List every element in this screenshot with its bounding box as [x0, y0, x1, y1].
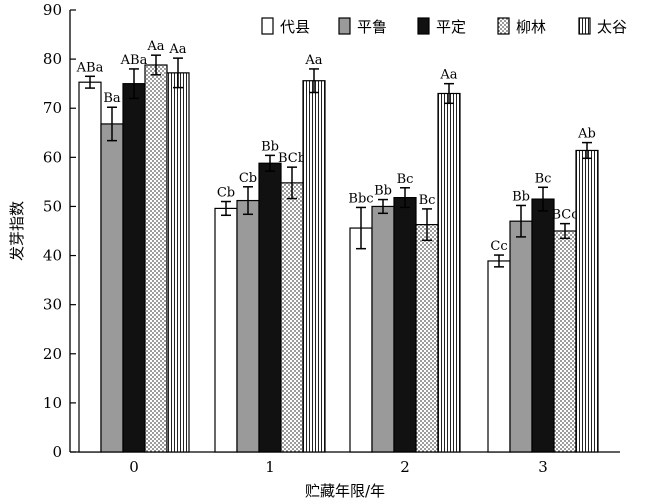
significance-label: Cb [239, 171, 257, 186]
bar-代县-3 [487, 260, 511, 453]
significance-label: Aa [168, 42, 186, 57]
x-tick-label: 2 [400, 458, 410, 476]
significance-label: Aa [146, 39, 164, 54]
x-tick-label: 3 [538, 458, 548, 476]
y-axis-title: 发芽指数 [8, 201, 26, 261]
bars-group: ABa Cb Bbc Cc Ba Cb Bb Bb ABa Bb Bc Bc Aa BCb Bc BCc Aa A… [76, 39, 599, 453]
bar-柳林-1 [280, 182, 304, 453]
significance-label: Ab [577, 127, 596, 142]
significance-label: BCc [551, 208, 578, 223]
bar-平鲁-2 [371, 205, 395, 453]
bar-平定-1 [258, 162, 282, 453]
significance-label: Bbc [348, 191, 373, 206]
x-tick-label: 1 [265, 458, 275, 476]
bar-平定-3 [531, 198, 555, 453]
bar-平鲁-3 [509, 220, 533, 453]
legend-swatch [261, 17, 274, 35]
x-tick-label: 0 [129, 458, 139, 476]
y-tick-label: 80 [43, 50, 62, 68]
legend-label: 柳林 [516, 18, 546, 36]
bar-太谷-2 [437, 92, 461, 453]
x-axis-title: 贮藏年限/年 [305, 482, 385, 500]
y-tick-label: 20 [43, 345, 62, 363]
legend-swatch [497, 17, 510, 35]
significance-label: Aa [304, 53, 322, 68]
significance-label: Cc [490, 239, 507, 254]
significance-label: ABa [76, 60, 104, 75]
y-axis-ticks: 0 10 20 30 40 50 60 70 80 90 [43, 1, 76, 461]
bar-代县-2 [349, 227, 373, 453]
bar-柳林-3 [553, 230, 577, 453]
significance-label: Aa [439, 68, 457, 83]
significance-label: BCb [278, 151, 306, 166]
legend-swatch [578, 17, 591, 35]
significance-label: Bb [374, 184, 392, 199]
bar-代县-1 [214, 207, 238, 453]
legend-swatch [338, 17, 351, 35]
bar-平定-2 [393, 197, 417, 453]
legend-label: 太谷 [597, 18, 627, 36]
significance-label: Cb [217, 186, 235, 201]
legend-swatch [417, 17, 430, 35]
bar-平定-0 [122, 83, 146, 453]
significance-label: Bc [419, 193, 436, 208]
legend-label: 平鲁 [357, 18, 387, 36]
bar-柳林-0 [144, 64, 168, 453]
legend: 代县 平鲁 平定 柳林 太谷 [261, 17, 627, 36]
y-tick-label: 70 [43, 99, 62, 117]
significance-label: Bc [397, 172, 414, 187]
significance-label: Bc [535, 171, 552, 186]
significance-label: Bb [512, 189, 530, 204]
bar-柳林-2 [415, 224, 439, 453]
bar-平鲁-0 [100, 123, 124, 453]
y-tick-label: 60 [43, 148, 62, 166]
y-tick-label: 0 [52, 443, 62, 461]
y-tick-label: 90 [43, 1, 62, 19]
legend-label: 代县 [280, 18, 310, 36]
bar-太谷-0 [166, 72, 190, 453]
bar-平鲁-1 [236, 199, 260, 453]
bar-代县-0 [78, 81, 102, 453]
significance-label: Ba [103, 91, 121, 106]
significance-label: ABa [120, 53, 148, 68]
y-tick-label: 40 [43, 247, 62, 265]
y-tick-label: 50 [43, 197, 62, 215]
bar-太谷-1 [302, 80, 326, 453]
y-tick-label: 10 [43, 394, 62, 412]
y-tick-label: 30 [43, 296, 62, 314]
bar-太谷-3 [575, 149, 599, 453]
significance-label: Bb [261, 139, 279, 154]
legend-label: 平定 [436, 18, 466, 36]
x-axis-ticks: 0 1 2 3 [129, 446, 548, 476]
